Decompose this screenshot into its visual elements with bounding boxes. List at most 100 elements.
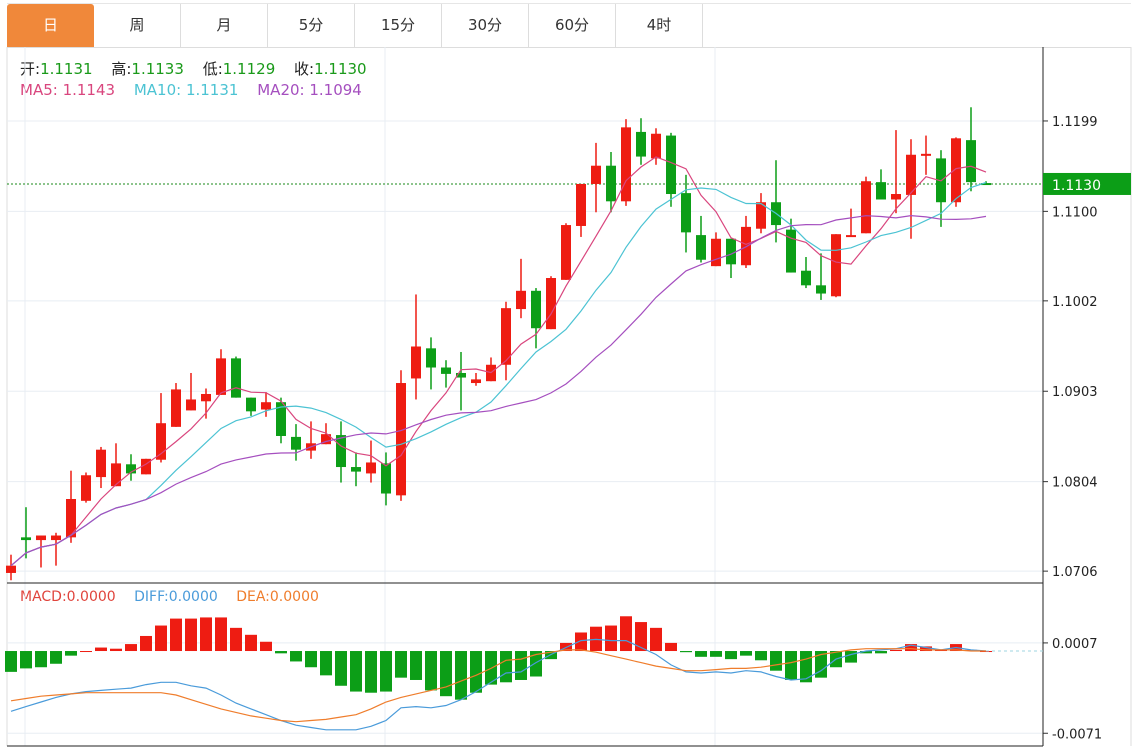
macd-bar (890, 649, 902, 652)
macd-bar (425, 651, 437, 691)
macd-bar (470, 651, 482, 693)
macd-bar (755, 651, 767, 661)
candle-body (21, 537, 31, 541)
candle-body (891, 194, 901, 200)
diff-value: DIFF:0.0000 (134, 589, 218, 605)
macd-bar (305, 651, 317, 668)
macd-bar (155, 625, 167, 652)
tab-4[interactable]: 15分 (355, 4, 442, 47)
macd-bar (440, 651, 452, 697)
macd-bar (20, 651, 32, 669)
candle-body (411, 346, 421, 379)
macd-bar (35, 651, 47, 668)
macd-bar (710, 651, 722, 657)
candle-body (156, 423, 166, 460)
macd-bar (860, 651, 872, 654)
macd-bar (200, 617, 212, 652)
macd-bar (140, 635, 152, 652)
macd-bar (635, 622, 647, 652)
diff-line (10, 638, 987, 731)
macd-y-tick-label: 0.0007 (1052, 637, 1098, 652)
candle-body (51, 535, 61, 541)
macd-bar (50, 651, 62, 664)
macd-bar (500, 651, 512, 683)
current-price-label: 1.1130 (1052, 178, 1101, 194)
candle-body (36, 535, 46, 541)
ma20-value: MA20: 1.1094 (257, 81, 362, 99)
ma10-line (10, 181, 987, 567)
candle-body (246, 397, 256, 412)
candle-body (456, 372, 466, 378)
candle-body (756, 202, 766, 229)
ma20-line (10, 214, 987, 567)
candle-body (561, 225, 571, 280)
candle-body (966, 140, 976, 183)
high-value: 1.1133 (131, 60, 184, 78)
macd-bar (110, 648, 122, 652)
candle-body (651, 133, 661, 159)
tab-7[interactable]: 4时 (616, 4, 703, 47)
macd-bar (845, 651, 857, 663)
macd-value: MACD:0.0000 (20, 589, 116, 605)
macd-bar (455, 651, 467, 700)
tab-1[interactable]: 周 (94, 4, 181, 47)
macd-bar (65, 651, 77, 656)
y-tick-label: 1.0804 (1052, 476, 1098, 491)
y-tick-label: 1.0706 (1052, 565, 1098, 580)
tab-5[interactable]: 30分 (442, 4, 529, 47)
period-tabs: 日周月 5分 15分 30分 60分 4时 (7, 3, 1131, 48)
candle-body (876, 182, 886, 200)
candle-body (831, 234, 841, 297)
macd-bar (620, 616, 632, 652)
tab-6[interactable]: 60分 (529, 4, 616, 47)
tab-3[interactable]: 5分 (268, 4, 355, 47)
candle-body (711, 238, 721, 267)
macd-bar (365, 651, 377, 693)
candle-body (111, 463, 121, 487)
low-value: 1.1129 (222, 60, 276, 78)
candle-body (786, 229, 796, 273)
macd-legend: MACD:0.0000 DIFF:0.0000 DEA:0.0000 (20, 589, 333, 605)
open-value: 1.1131 (40, 60, 93, 78)
low-label: 低: (202, 60, 223, 78)
candle-body (816, 285, 826, 294)
macd-bar (395, 651, 407, 678)
y-tick-label: 1.1100 (1052, 205, 1098, 220)
candle-body (396, 383, 406, 496)
y-tick-label: 1.0903 (1052, 385, 1098, 400)
candle-body (231, 358, 241, 398)
tab-2[interactable]: 月 (181, 4, 268, 47)
close-label: 收: (294, 60, 315, 78)
macd-bar (515, 651, 527, 680)
high-label: 高: (111, 60, 132, 78)
candle-body (321, 434, 331, 445)
candle-body (696, 235, 706, 260)
candle-body (471, 379, 481, 384)
candle-body (186, 399, 196, 411)
ma-legend: MA5: 1.1143 MA10: 1.1131 MA20: 1.1094 (20, 81, 376, 99)
macd-bar (290, 651, 302, 662)
candle-body (216, 358, 226, 395)
current-price-tag (1043, 172, 1131, 195)
candle-body (276, 402, 286, 436)
macd-bar (260, 641, 272, 652)
candle-body (141, 458, 151, 475)
macd-bar (320, 651, 332, 676)
macd-bar (875, 651, 887, 654)
candle-body (531, 290, 541, 329)
macd-bar (905, 644, 917, 652)
dea-value: DEA:0.0000 (236, 589, 319, 605)
close-value: 1.1130 (314, 60, 367, 78)
macd-bar (530, 651, 542, 677)
macd-bar (920, 646, 932, 652)
candle-body (801, 270, 811, 286)
candle-body (591, 165, 601, 184)
candle-body (351, 467, 361, 472)
candle-body (726, 238, 736, 265)
ohlc-legend: 开:1.1131 高:1.1133 低:1.1129 收:1.1130 (20, 58, 381, 79)
tab-0[interactable]: 日 (7, 4, 94, 47)
candle-body (921, 153, 931, 156)
macd-bar (665, 642, 677, 652)
candle-body (366, 462, 376, 474)
